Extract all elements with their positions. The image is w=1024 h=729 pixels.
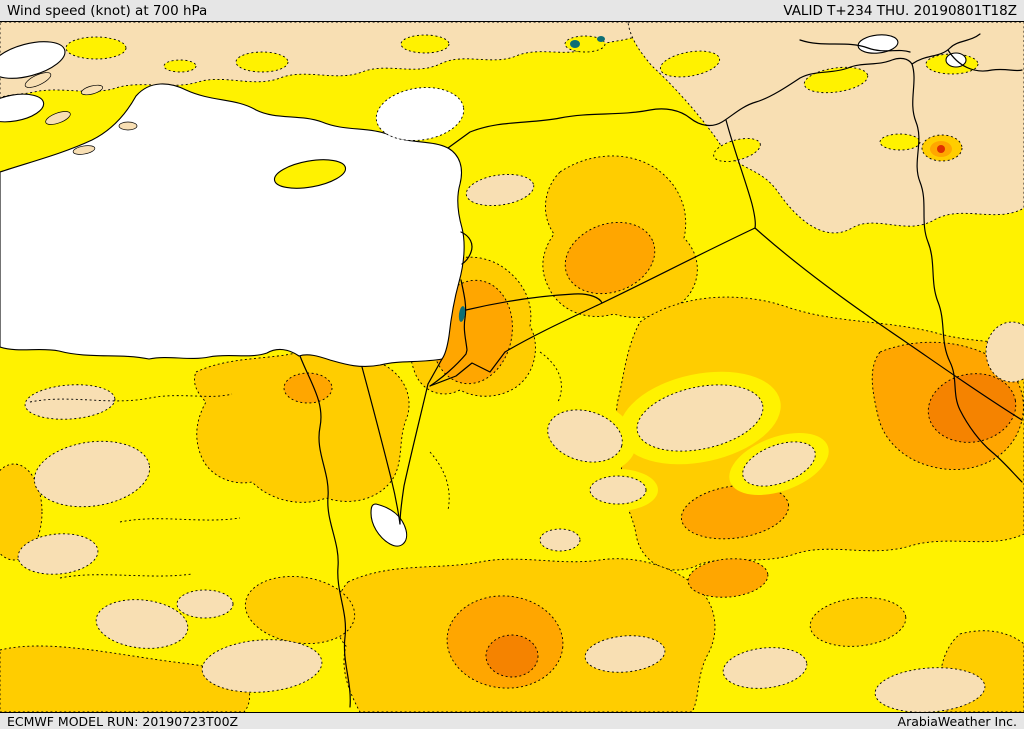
island [45, 111, 71, 125]
nile-river [299, 355, 351, 708]
cyprus-island [273, 159, 347, 189]
tan-band [201, 639, 323, 693]
borders-group [299, 33, 1023, 708]
wind-band-tan-group [0, 22, 1024, 712]
gold-band [809, 597, 907, 647]
tan-band [547, 409, 623, 463]
border-caucasus [947, 49, 1023, 72]
tan-band [627, 22, 1024, 234]
yellow-patch [803, 66, 869, 94]
map-title: Wind speed (knot) at 700 hPa [7, 2, 208, 19]
island [24, 72, 52, 88]
tan-band [24, 384, 116, 420]
model-run: ECMWF MODEL RUN: 20190723T00Z [7, 713, 239, 729]
tan-band [722, 647, 808, 689]
yellow-patch [65, 36, 127, 60]
orange-band [680, 484, 790, 540]
border-turkey-south [447, 57, 913, 149]
border-lebanon [460, 231, 473, 265]
border-saudi-iraq [754, 227, 1023, 421]
map-canvas [0, 21, 1024, 713]
tan-band [33, 440, 151, 508]
islands-group [24, 72, 347, 189]
aegean-sea [0, 93, 45, 123]
tan-band [465, 173, 535, 207]
mediterranean-sea [0, 83, 465, 368]
specks-group [458, 36, 963, 322]
gold-band [0, 645, 251, 712]
island [118, 121, 138, 131]
border-iran [911, 63, 1023, 483]
contour-line [59, 573, 193, 579]
yellow-patch [163, 59, 197, 73]
wind-max-speck [937, 145, 945, 153]
valid-time: VALID T+234 THU. 20190801T18Z [783, 2, 1017, 19]
yellow-patch [659, 50, 721, 78]
tan-band [17, 533, 99, 575]
tan-band [176, 589, 234, 619]
contour-line [29, 393, 233, 403]
weather-map [0, 22, 1024, 712]
contour-lines-group [29, 351, 562, 579]
contour-line [539, 351, 562, 403]
yellow-patch [235, 51, 289, 73]
border-armenia [799, 39, 911, 53]
tan-band [584, 635, 666, 673]
border-jordan-saudi [429, 351, 506, 387]
orange-band [687, 558, 769, 598]
tan-band [636, 384, 764, 452]
contour-line [119, 517, 241, 523]
yellow-patch [879, 133, 921, 151]
provider-credit: ArabiaWeather Inc. [897, 713, 1017, 729]
lake [570, 40, 580, 48]
orange-band [564, 221, 656, 295]
deep-orange-band [485, 634, 539, 678]
sea-group [0, 34, 967, 547]
lake [597, 36, 605, 42]
gold-band [194, 348, 410, 503]
orange-band [283, 372, 333, 404]
border-syria-jordan [465, 293, 603, 311]
red-sea-tip [370, 503, 408, 547]
tan-band [589, 475, 647, 505]
map-footer: ECMWF MODEL RUN: 20190723T00Z ArabiaWeat… [0, 713, 1024, 729]
border-caucasus [911, 33, 981, 65]
wind-band-deep-orange-group [485, 373, 1017, 678]
contour-line [429, 451, 450, 511]
map-header: Wind speed (knot) at 700 hPa VALID T+234… [0, 0, 1024, 21]
gold-band [0, 463, 43, 561]
yellow-patch [713, 138, 761, 162]
border-israel-jordan [429, 279, 468, 387]
island [72, 145, 96, 155]
tan-band [874, 667, 986, 712]
yellow-patch [400, 34, 450, 54]
border-saudi-jordan-iraq [504, 227, 756, 353]
gulf-of-aqaba [399, 383, 429, 525]
tan-band [742, 441, 816, 487]
tan-band [539, 528, 581, 552]
tan-band [95, 599, 189, 649]
aegean-sea [0, 41, 66, 79]
dead-sea [458, 306, 466, 322]
border-syria-iraq [725, 119, 756, 229]
border-israel-egypt [427, 358, 443, 385]
island [80, 84, 104, 96]
low-wind-area [375, 87, 465, 141]
gulf-of-suez [361, 366, 401, 525]
tan-band [985, 321, 1024, 383]
deep-orange-band [927, 373, 1017, 443]
